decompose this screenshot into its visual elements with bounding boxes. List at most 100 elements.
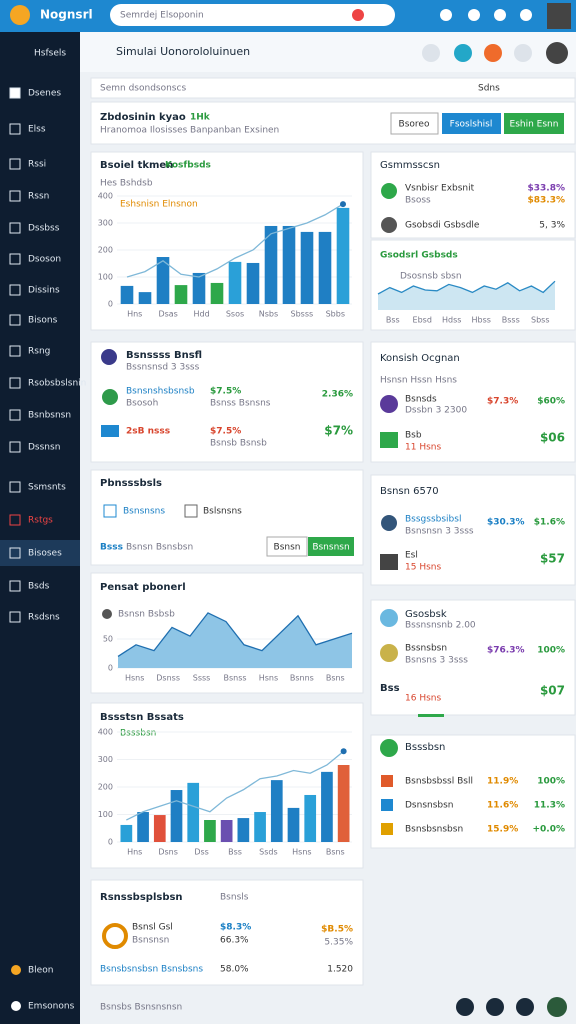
- avatar[interactable]: [547, 997, 567, 1017]
- row-sub: Bsnsb Bsnsb: [210, 439, 267, 449]
- nav-icon[interactable]: [9, 253, 21, 265]
- indicator: [418, 714, 444, 717]
- row-sub: Bsoss: [405, 196, 431, 206]
- x-tick-label: Ssss: [193, 674, 211, 683]
- nav-item: Elss: [28, 125, 46, 135]
- card: [370, 599, 576, 716]
- row-name: Bsb: [405, 431, 422, 441]
- icon: [381, 823, 393, 835]
- icon: [101, 425, 119, 437]
- nav-icon[interactable]: [9, 441, 21, 453]
- icon[interactable]: [516, 998, 534, 1016]
- button[interactable]: [442, 113, 501, 134]
- x-tick-label: Hns: [127, 310, 142, 319]
- nav-icon[interactable]: [9, 123, 21, 135]
- nav-item: Rsdsns: [28, 613, 60, 623]
- icon[interactable]: [520, 9, 532, 21]
- icon[interactable]: [484, 44, 502, 62]
- nav-icon[interactable]: [9, 345, 21, 357]
- bar: [192, 272, 206, 304]
- avatar[interactable]: [547, 3, 571, 29]
- bar: [336, 207, 350, 304]
- y-tick-label: 50: [103, 635, 113, 644]
- x-tick-label: Ebsd: [413, 316, 432, 325]
- icon[interactable]: [486, 998, 504, 1016]
- row-name: Bsnsnshsbsnsb: [126, 387, 195, 397]
- icon[interactable]: [422, 44, 440, 62]
- card-sub: Bssnsnsnb 2.00: [405, 621, 476, 631]
- row-value: $57: [540, 552, 565, 566]
- icon[interactable]: [456, 998, 474, 1016]
- icon[interactable]: [514, 44, 532, 62]
- nav-icon[interactable]: [9, 547, 21, 559]
- search-box[interactable]: [110, 4, 395, 26]
- nav-icon[interactable]: [9, 158, 21, 170]
- icon[interactable]: [440, 9, 452, 21]
- line: [126, 750, 345, 821]
- x-tick-label: Sbss: [531, 316, 550, 325]
- x-tick-label: Bsss: [502, 316, 520, 325]
- bar: [187, 782, 200, 842]
- row-name: Dsnsnsbsn: [405, 801, 454, 811]
- card: [370, 239, 576, 331]
- row-name: Gsobsdi Gsbsdle: [405, 221, 480, 231]
- row-value: 5.35%: [324, 938, 353, 948]
- nav-icon[interactable]: [9, 284, 21, 296]
- bar: [120, 285, 134, 304]
- icon: [380, 609, 398, 627]
- button[interactable]: [390, 112, 439, 135]
- bar: [228, 261, 242, 304]
- button[interactable]: [266, 536, 308, 557]
- nav-icon[interactable]: [9, 611, 21, 623]
- x-tick-label: Bsns: [326, 848, 345, 857]
- x-tick-label: Hdd: [193, 310, 209, 319]
- card-title: Gsmmsscsn: [380, 160, 440, 171]
- point: [340, 748, 347, 755]
- x-tick-label: Dss: [194, 848, 209, 857]
- icon[interactable]: [468, 9, 480, 21]
- nav-icon[interactable]: [9, 314, 21, 326]
- nav-item: Dissins: [28, 286, 60, 296]
- nav-icon[interactable]: [9, 514, 21, 526]
- nav-icon[interactable]: [9, 580, 21, 592]
- menu-label: Hsfsels: [34, 49, 66, 59]
- bar: [264, 225, 278, 304]
- card: [370, 151, 576, 239]
- icon: [102, 609, 112, 619]
- button[interactable]: [504, 113, 564, 134]
- checkbox-label: Bslsnsns: [203, 507, 242, 517]
- foot-value: 1.520: [327, 965, 353, 975]
- nav-item: Rsobsbslsnin: [28, 379, 86, 389]
- card-tag: Kosfbsds: [165, 161, 211, 171]
- button-label: Bsnsn: [274, 543, 301, 553]
- nav-icon[interactable]: [9, 409, 21, 421]
- card-title: Bssstsn Bssats: [100, 712, 184, 723]
- card-title: Bsssbsn: [405, 742, 445, 753]
- nav-item: Emsonons: [28, 1002, 75, 1012]
- row-value: $30.3%: [487, 518, 525, 528]
- nav-icon[interactable]: [9, 190, 21, 202]
- row-value: $7.3%: [487, 397, 518, 407]
- nav-icon[interactable]: [9, 377, 21, 389]
- nav-item: Bisons: [28, 316, 58, 326]
- checkbox[interactable]: [184, 504, 198, 518]
- icon[interactable]: [454, 44, 472, 62]
- x-tick-label: Bsns: [326, 674, 345, 683]
- y-tick-label: 0: [108, 664, 113, 673]
- card: [90, 151, 364, 331]
- bar: [300, 231, 314, 304]
- avatar[interactable]: [546, 42, 568, 64]
- checkbox[interactable]: [103, 504, 117, 518]
- active-item: [0, 540, 80, 566]
- bar: [337, 765, 350, 842]
- nav-icon[interactable]: [9, 87, 21, 99]
- icon[interactable]: [494, 9, 506, 21]
- nav-item: Bleon: [28, 966, 53, 976]
- row-value: +0.0%: [532, 825, 565, 835]
- nav-icon[interactable]: [9, 481, 21, 493]
- icon[interactable]: [352, 9, 364, 21]
- bar: [210, 282, 224, 304]
- nav-icon[interactable]: [9, 222, 21, 234]
- button[interactable]: [308, 537, 354, 556]
